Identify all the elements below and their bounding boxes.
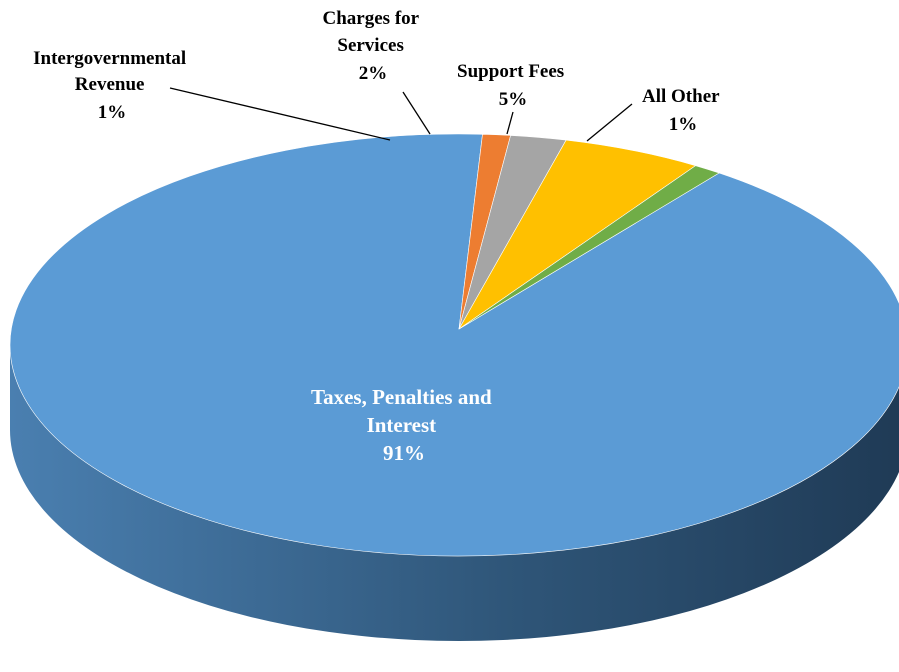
label-all-other-line-1: All Other	[642, 86, 720, 107]
label-taxes-penalties-interest: Taxes, Penalties and Interest 91%	[311, 385, 497, 465]
label-support-line-1: Support Fees	[457, 61, 564, 82]
label-intergov-line-1: Intergovernmental	[33, 48, 186, 69]
label-all-other: All Other 1%	[642, 86, 724, 135]
leader-line-charges-for-services	[402, 91, 431, 135]
label-taxes-line-2: Interest	[367, 413, 437, 437]
label-all-other-value: 1%	[669, 114, 698, 135]
label-taxes-line-1: Taxes, Penalties and	[311, 385, 492, 409]
slice-taxes-penalties-interest[interactable]	[9, 133, 899, 557]
leader-line-intergovernmental-revenue	[169, 87, 391, 141]
label-charges-value: 2%	[359, 63, 388, 84]
label-support-value: 5%	[499, 89, 528, 110]
pie-side-wall	[10, 345, 899, 641]
label-intergov-line-2: Revenue	[75, 74, 145, 95]
label-support-fees: Support Fees 5%	[457, 61, 569, 110]
label-taxes-value: 91%	[383, 441, 425, 465]
leader-line-support-fees	[506, 111, 514, 135]
label-intergovernmental-revenue: Intergovernmental Revenue 1%	[33, 48, 191, 123]
leader-line-all-other	[586, 103, 633, 142]
label-charges-line-2: Services	[337, 35, 403, 56]
label-charges-line-1: Charges for	[323, 8, 420, 29]
slice-all-other[interactable]	[458, 165, 720, 330]
label-charges-for-services: Charges for Services 2%	[323, 8, 424, 84]
label-intergov-value: 1%	[98, 102, 127, 123]
